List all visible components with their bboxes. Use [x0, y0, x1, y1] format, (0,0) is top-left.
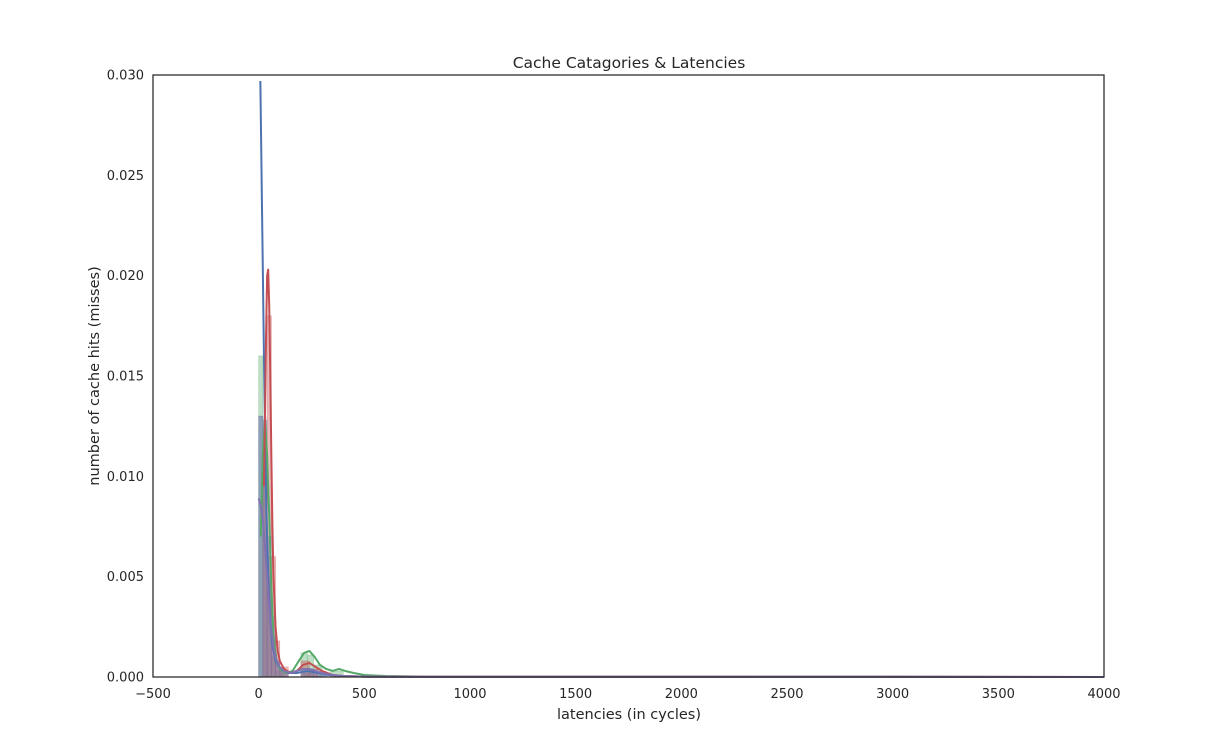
x-tick-label: 2500 — [770, 687, 803, 702]
x-tick-label: 1000 — [453, 687, 486, 702]
x-tick-label: 500 — [352, 687, 377, 702]
x-tick-label: 3000 — [876, 687, 909, 702]
y-tick-label: 0.015 — [107, 370, 144, 385]
chart-title: Cache Catagories & Latencies — [513, 54, 746, 72]
x-axis-ticks: −500 0 500 1000 1500 2000 2500 3000 3500 4000 — [135, 687, 1120, 702]
x-tick-label: 0 — [255, 687, 263, 702]
x-tick-label: 1500 — [559, 687, 592, 702]
y-tick-label: 0.025 — [107, 169, 144, 184]
x-tick-label: 2000 — [665, 687, 698, 702]
y-tick-label: 0.000 — [107, 671, 144, 686]
x-axis-title: latencies (in cycles) — [557, 707, 701, 723]
x-tick-label: 3500 — [982, 687, 1015, 702]
y-tick-label: 0.020 — [107, 269, 144, 284]
y-axis-title: number of cache hits (misses) — [87, 266, 103, 485]
y-axis-ticks: 0.000 0.005 0.010 0.015 0.020 0.025 0.030 — [107, 69, 144, 686]
x-tick-label: −500 — [135, 687, 171, 702]
x-tick-label: 4000 — [1087, 687, 1120, 702]
y-tick-label: 0.030 — [107, 69, 144, 84]
y-tick-label: 0.005 — [107, 570, 144, 585]
plot-area-frame — [152, 74, 1105, 678]
y-tick-label: 0.010 — [107, 470, 144, 485]
